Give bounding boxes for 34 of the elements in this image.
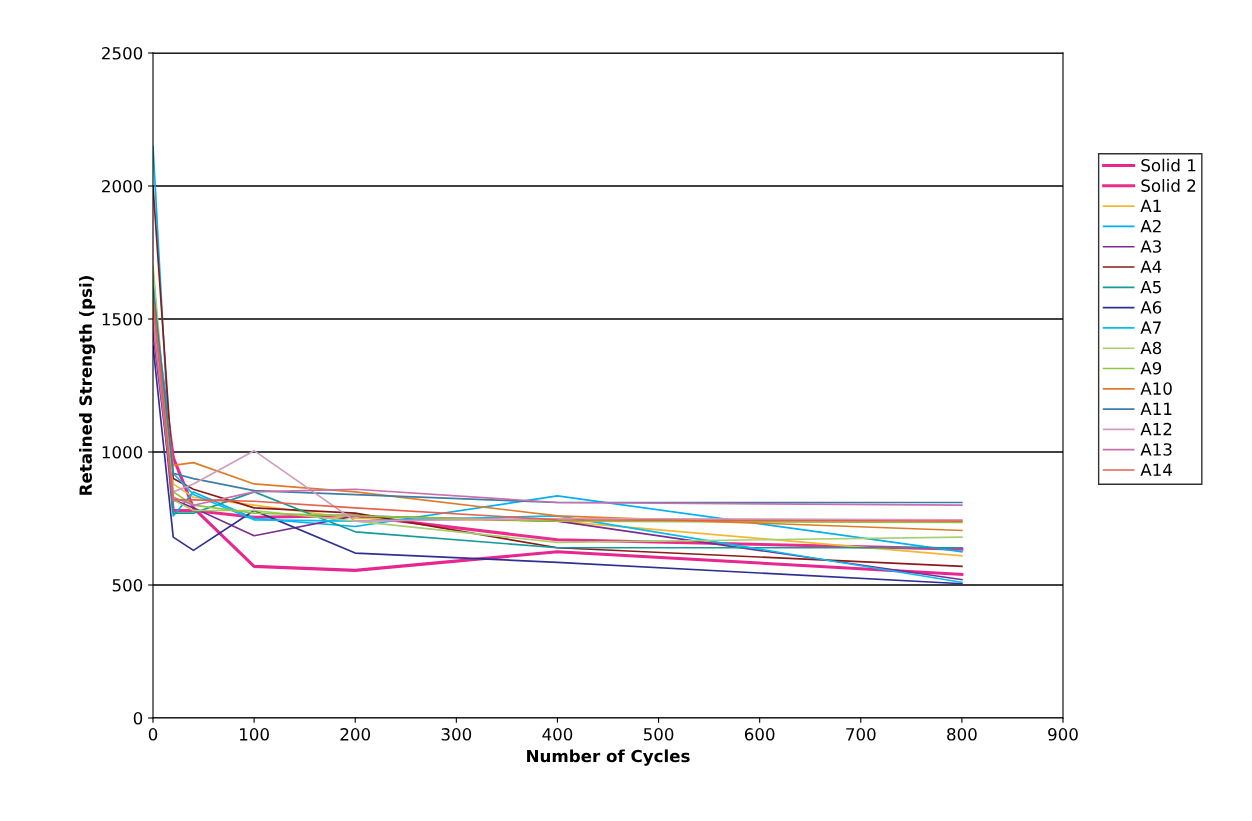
legend-label: A13: [1140, 443, 1172, 456]
x-tick-label: 0: [148, 728, 158, 741]
y-tick-label: 2000: [102, 179, 143, 193]
y-tick-label: 500: [112, 578, 143, 592]
x-tick-label: 700: [846, 728, 876, 741]
legend-label: A3: [1140, 240, 1161, 253]
x-tick-label: 300: [441, 728, 472, 741]
y-tick-label: 0: [133, 711, 143, 725]
legend-label: A5: [1140, 281, 1161, 294]
x-tick-label: 100: [240, 728, 269, 741]
y-tick-label: 1500: [102, 312, 143, 326]
y-axis-title: Retained Strength (psi): [79, 276, 96, 495]
legend-label: A9: [1140, 361, 1162, 375]
legend-label: Solid 2: [1141, 179, 1196, 192]
legend-label: A14: [1140, 463, 1172, 476]
legend-label: A1: [1140, 199, 1161, 212]
legend-label: A11: [1140, 402, 1172, 415]
legend-label: A2: [1140, 219, 1161, 233]
x-tick-label: 600: [744, 728, 775, 741]
x-tick-label: 200: [340, 728, 371, 741]
x-tick-label: 500: [643, 728, 674, 741]
x-tick-label: 900: [1048, 728, 1078, 741]
legend-label: A7: [1140, 321, 1161, 334]
legend-label: Solid 1: [1141, 158, 1196, 172]
x-axis-title: Number of Cycles: [527, 749, 690, 766]
y-tick-label: 1000: [102, 445, 143, 459]
x-tick-label: 800: [947, 728, 977, 741]
legend-label: A12: [1140, 422, 1172, 436]
legend-label: A10: [1140, 382, 1172, 395]
legend-label: A8: [1140, 341, 1162, 355]
x-tick-label: 400: [542, 728, 573, 741]
y-tick-label: 2500: [102, 46, 143, 60]
legend-label: A4: [1140, 260, 1162, 273]
legend-label: A6: [1140, 301, 1162, 314]
